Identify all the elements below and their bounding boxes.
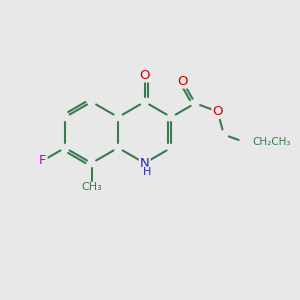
Text: N: N [140, 157, 149, 169]
Text: O: O [212, 105, 223, 118]
Text: H: H [143, 167, 152, 177]
Text: O: O [177, 75, 188, 88]
Text: F: F [39, 154, 46, 167]
Text: O: O [140, 68, 150, 82]
Text: CH₂CH₃: CH₂CH₃ [252, 137, 291, 147]
Text: CH₃: CH₃ [81, 182, 102, 192]
